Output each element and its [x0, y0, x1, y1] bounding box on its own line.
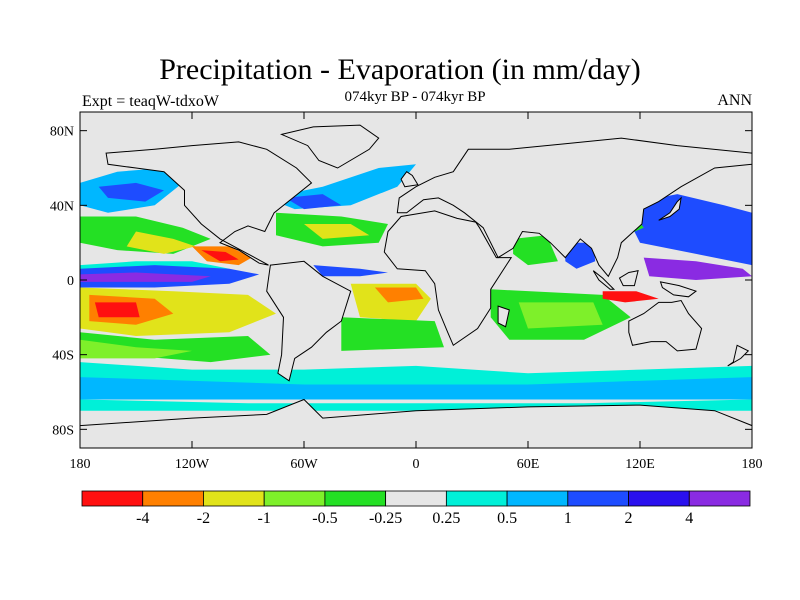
lat-tick-label: 80S [52, 423, 74, 438]
colorbar-box [506, 490, 569, 507]
lat-tick-label: 40N [50, 199, 74, 214]
coastline-greenland [280, 124, 380, 169]
colorbar-label: 1 [564, 510, 572, 527]
coastline-australia [628, 299, 703, 352]
coastline-japan [658, 196, 682, 221]
colorbar-box [263, 490, 326, 507]
colorbar-box [324, 490, 387, 507]
lat-tick-label: 0 [67, 274, 74, 289]
colorbar-box [688, 490, 751, 507]
page-title: Precipitation - Evaporation (in mm/day) [159, 53, 641, 86]
lon-tick-label: 60E [517, 457, 540, 472]
colorbar: -4 -2 -1 -0.5 -0.25 0.25 0.5 1 2 4 [81, 490, 751, 527]
experiment-label: Expt = teaqW-tdxoW [82, 93, 219, 110]
colorbar-box [385, 490, 447, 507]
coastline-antarctica [80, 398, 752, 448]
region-tropical-atlantic-wet [313, 265, 388, 277]
region-north-pacific-dry-yellow [126, 231, 196, 254]
colorbar-box [142, 490, 204, 507]
lon-tick-label: 60W [290, 457, 318, 472]
coastline-borneo [618, 270, 639, 287]
coastline-sumatra [592, 270, 616, 290]
coastline-new-guinea [659, 281, 698, 298]
colorbar-label: -0.25 [369, 510, 402, 527]
region-north-pacific-blue-core [98, 182, 164, 202]
colorbar-label: -4 [136, 510, 149, 527]
map-axes: 80N 40N 0 40S 80S 180 120W 60W 0 60E 120E 180 [50, 112, 763, 472]
region-south-atlantic-orange [374, 287, 424, 303]
colorbar-box [203, 490, 265, 507]
colorbar-label: -2 [197, 510, 210, 527]
region-maritime-continent-wet [643, 257, 752, 280]
region-west-pacific-blue [621, 194, 752, 266]
colorbar-box [628, 490, 690, 507]
colorbar-label: 0.5 [497, 510, 517, 527]
lon-tick-label: 0 [413, 457, 420, 472]
coastline-new-zealand [727, 344, 750, 367]
colorbar-label: -1 [258, 510, 271, 527]
region-bay-of-bengal-blue [565, 242, 596, 269]
region-indonesia-dry-red [602, 291, 659, 303]
coastline-south-america [266, 260, 352, 382]
lat-tick-label: 40S [52, 349, 74, 364]
lon-tick-label: 120E [625, 457, 655, 472]
page-subtitle: 074kyr BP - 074kyr BP [344, 89, 486, 105]
region-indian-ocean-light-green [518, 302, 603, 329]
colorbar-label: -0.5 [312, 510, 337, 527]
region-east-pacific-dry-red [201, 250, 239, 262]
colorbar-label: 2 [625, 510, 633, 527]
region-southern-ocean-cyan [80, 362, 752, 385]
region-south-atlantic-green [341, 317, 444, 351]
region-north-atlantic-dark-blue [285, 194, 342, 210]
colorbar-box [445, 490, 508, 507]
colorbar-label: 0.25 [432, 510, 460, 527]
region-equatorial-pacific-core [80, 272, 211, 282]
region-southern-ocean-blue [80, 377, 752, 400]
region-subtropical-north-atlantic-yellow [304, 224, 370, 239]
region-south-pacific-dry-red [94, 302, 140, 318]
season-label: ANN [717, 92, 752, 109]
coastline-eurasia [396, 137, 752, 278]
coastline-british-isles [400, 171, 419, 188]
lat-tick-label: 80N [50, 125, 74, 140]
colorbar-box [81, 490, 144, 507]
region-south-pacific-light-green [80, 339, 192, 359]
lon-tick-label: 180 [742, 457, 763, 472]
colorbar-box [567, 490, 629, 507]
coastline-africa [383, 210, 513, 347]
colorbar-label: 4 [685, 510, 693, 527]
lon-tick-label: 120W [175, 457, 210, 472]
lon-tick-label: 180 [70, 457, 91, 472]
region-arabian-sea-green [513, 235, 558, 266]
coastline-madagascar [497, 305, 510, 328]
coastline-north-america [105, 141, 313, 266]
map-plot-area [80, 112, 752, 448]
